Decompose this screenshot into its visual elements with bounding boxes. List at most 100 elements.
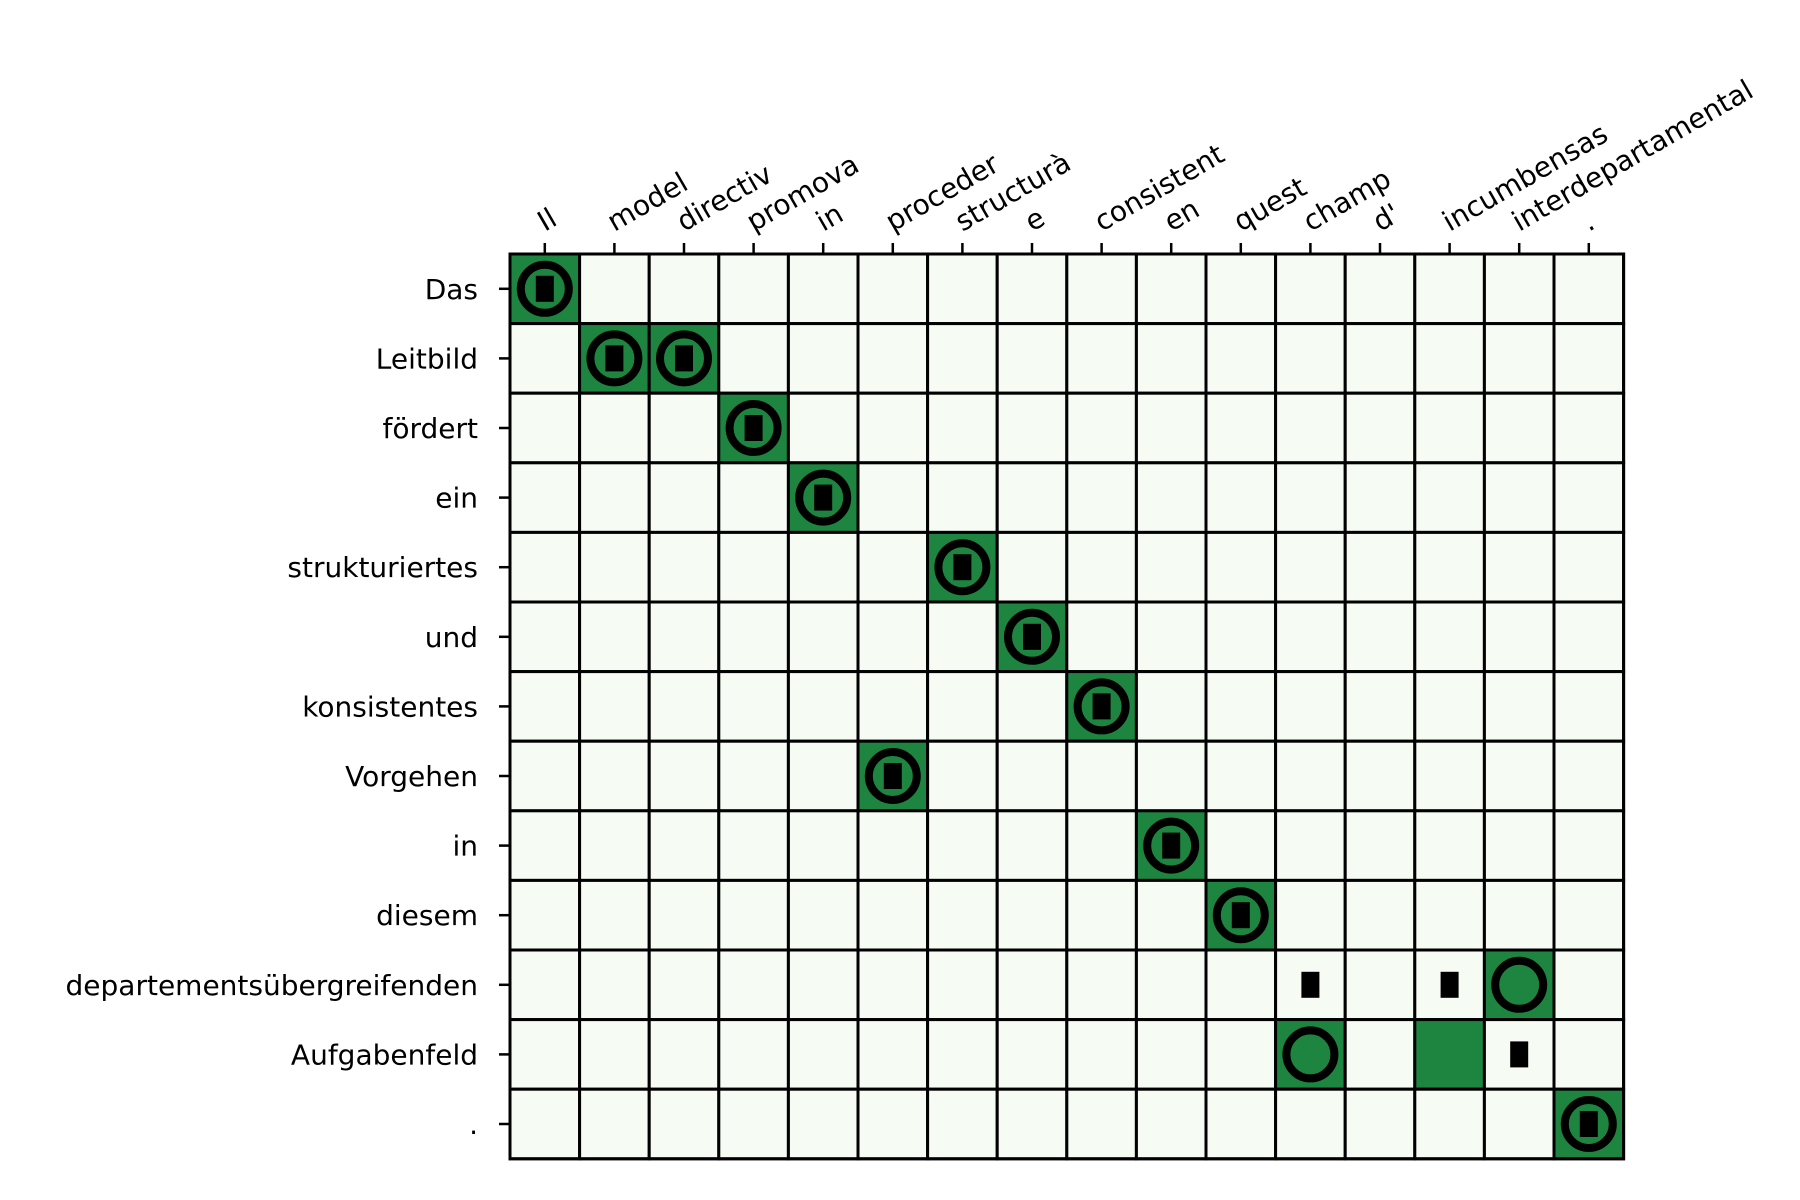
heatmap-cell <box>786 670 860 743</box>
heatmap-cell <box>578 809 651 882</box>
heatmap-cell <box>856 948 930 1022</box>
heatmap-cell <box>647 530 721 604</box>
alignment-square-mark <box>1162 832 1181 859</box>
alignment-square-mark <box>605 345 624 372</box>
heatmap-cell <box>1413 1018 1486 1091</box>
heatmap-cell <box>786 948 860 1022</box>
alignment-circle-mark <box>1282 1026 1339 1083</box>
heatmap-cell <box>1065 809 1138 882</box>
heatmap-cell <box>856 878 930 952</box>
alignment-circle-mark <box>1560 1096 1617 1152</box>
heatmap-cell <box>578 948 651 1022</box>
heatmap-cell <box>1343 878 1417 952</box>
alignment-square-mark <box>535 275 554 302</box>
heatmap-cell <box>1482 391 1556 465</box>
heatmap-cell <box>786 530 860 604</box>
heatmap-cell <box>1413 809 1486 882</box>
heatmap-cell <box>578 391 651 465</box>
heatmap-cell <box>578 530 651 604</box>
heatmap-cell <box>786 878 860 952</box>
heatmap-cell <box>786 252 860 326</box>
y-tick-label: Vorgehen <box>345 760 478 793</box>
heatmap-cell <box>578 739 651 813</box>
heatmap-cell <box>926 461 999 534</box>
heatmap-cell <box>926 600 999 674</box>
heatmap-cell <box>647 252 721 326</box>
heatmap-cell <box>1413 600 1486 674</box>
heatmap-cell <box>1482 1087 1556 1161</box>
heatmap-cell <box>1134 600 1208 674</box>
alignment-square-mark <box>1579 1111 1598 1137</box>
heatmap-cell <box>856 322 930 395</box>
heatmap-cell <box>1274 461 1347 534</box>
heatmap-cell <box>1343 1087 1417 1161</box>
heatmap-cell <box>995 1018 1069 1091</box>
heatmap-cell <box>647 600 721 674</box>
alignment-circle-mark <box>586 330 643 387</box>
heatmap-cell <box>1482 322 1556 395</box>
heatmap-cell <box>926 948 999 1022</box>
heatmap-cell <box>1065 1087 1138 1161</box>
heatmap-cell <box>508 878 582 952</box>
alignment-circle-mark <box>1143 817 1200 874</box>
heatmap-cell <box>995 878 1069 952</box>
heatmap-cell <box>1274 530 1347 604</box>
heatmap-cell <box>508 391 582 465</box>
heatmap-cell <box>1482 809 1556 882</box>
heatmap-cell <box>647 948 721 1022</box>
alignment-square-mark <box>814 484 833 511</box>
heatmap-cell <box>1274 391 1347 465</box>
heatmap-cell <box>1134 461 1208 534</box>
heatmap-cell <box>1204 739 1278 813</box>
alignment-square-mark <box>953 554 972 581</box>
alignment-square-mark <box>883 763 902 789</box>
alignment-circle-mark <box>725 400 782 456</box>
heatmap-cell <box>856 461 930 534</box>
alignment-circle-mark <box>1073 678 1130 735</box>
heatmap-cell <box>995 530 1069 604</box>
heatmap-cell <box>1134 252 1208 326</box>
heatmap-cell <box>1134 948 1208 1022</box>
heatmap-cell <box>995 670 1069 743</box>
heatmap-cell <box>578 670 651 743</box>
heatmap-cell <box>1343 461 1417 534</box>
heatmap-cell <box>856 809 930 882</box>
heatmap-cell <box>926 252 999 326</box>
heatmap-cell <box>1413 461 1486 534</box>
heatmap-cell <box>508 1018 582 1091</box>
heatmap-cell <box>1343 252 1417 326</box>
heatmap-cell <box>717 878 790 952</box>
heatmap-cell <box>1274 739 1347 813</box>
heatmap-cell <box>508 670 582 743</box>
heatmap-cell <box>1065 1018 1138 1091</box>
heatmap-cell <box>786 739 860 813</box>
heatmap-cell <box>995 252 1069 326</box>
heatmap-cell <box>1274 600 1347 674</box>
heatmap-cell <box>1134 878 1208 952</box>
heatmap-cell <box>717 252 790 326</box>
heatmap-cell <box>926 322 999 395</box>
heatmap-cell <box>1274 252 1347 326</box>
heatmap-cell <box>1065 948 1138 1022</box>
heatmap-cell <box>647 1087 721 1161</box>
heatmap-cell <box>995 809 1069 882</box>
heatmap-cell <box>1552 391 1626 465</box>
heatmap-cell <box>717 670 790 743</box>
heatmap-cell <box>995 461 1069 534</box>
heatmap-cell <box>1204 809 1278 882</box>
heatmap-cell <box>647 670 721 743</box>
heatmap-cell <box>1482 530 1556 604</box>
heatmap-cell <box>1204 530 1278 604</box>
heatmap-cell <box>1552 878 1626 952</box>
heatmap-cell <box>856 1087 930 1161</box>
y-tick-label: departementsübergreifenden <box>66 969 478 1002</box>
heatmap-cell <box>1482 739 1556 813</box>
heatmap-cell <box>1552 252 1626 326</box>
heatmap-cell <box>1413 530 1486 604</box>
heatmap-cell <box>1134 670 1208 743</box>
heatmap-cell <box>508 461 582 534</box>
x-tick-label: e <box>1019 201 1050 238</box>
heatmap-cell <box>1134 530 1208 604</box>
x-tick-label: . <box>1576 205 1600 238</box>
x-tick-label: quest <box>1228 170 1312 238</box>
